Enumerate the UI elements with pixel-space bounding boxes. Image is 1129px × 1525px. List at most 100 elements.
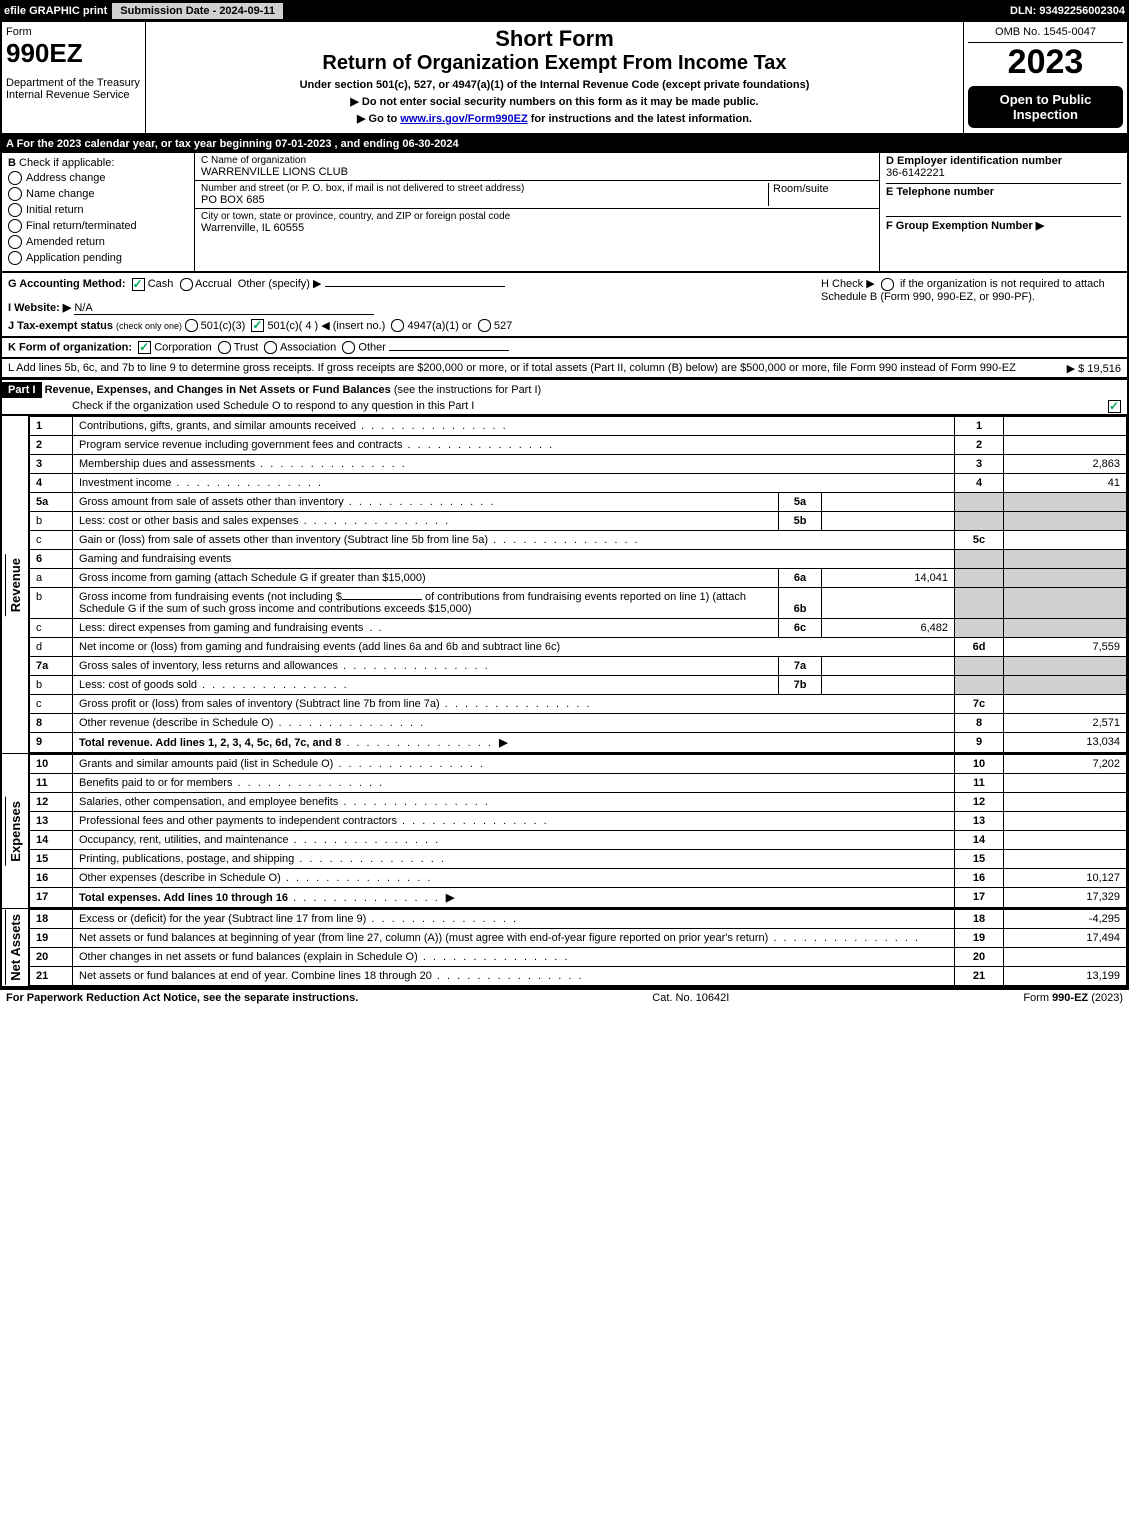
expenses-section: Expenses 10Grants and similar amounts pa… [0,753,1129,908]
line-11: 11Benefits paid to or for members11 [30,774,1127,793]
line-14: 14Occupancy, rent, utilities, and mainte… [30,831,1127,850]
check-name-change[interactable]: Name change [8,187,188,201]
form-org-label: K Form of organization: [8,342,132,354]
check-address-change[interactable]: Address change [8,171,188,185]
cash-label: Cash [148,278,174,290]
org-name-label: C Name of organization [201,155,873,166]
corp-label: Corporation [154,342,211,354]
street-label: Number and street (or P. O. box, if mail… [201,183,768,194]
schedule-b-radio[interactable] [881,278,894,291]
section-l-amount: ▶ $ 19,516 [1067,362,1121,375]
irs-link[interactable]: www.irs.gov/Form990EZ [400,113,527,125]
line-19: 19Net assets or fund balances at beginni… [30,929,1127,948]
instr-1: ▶ Do not enter social security numbers o… [150,95,959,108]
trust-radio[interactable] [218,341,231,354]
tax-year: 2023 [968,43,1123,82]
line-6a: aGross income from gaming (attach Schedu… [30,569,1127,588]
revenue-table: 1Contributions, gifts, grants, and simil… [29,416,1127,753]
part-i-check-text: Check if the organization used Schedule … [72,400,474,412]
tax-exempt-label: J Tax-exempt status [8,320,113,332]
opt-amended: Amended return [26,236,105,248]
section-b-label: B [8,157,16,169]
section-b: B Check if applicable: Address change Na… [2,153,195,271]
accounting-label: G Accounting Method: [8,278,126,290]
website-label: I Website: ▶ [8,302,71,314]
line-7c: cGross profit or (loss) from sales of in… [30,695,1127,714]
line-13: 13Professional fees and other payments t… [30,812,1127,831]
line-6b: bGross income from fundraising events (n… [30,588,1127,619]
street-value: PO BOX 685 [201,194,768,206]
other-specify-field[interactable] [325,286,505,287]
4947-label: 4947(a)(1) or [408,320,472,332]
line-5a: 5aGross amount from sale of assets other… [30,493,1127,512]
expenses-side-label: Expenses [5,797,25,866]
other-org-field[interactable] [389,350,509,351]
revenue-side-label: Revenue [5,554,25,616]
part-i-note: (see the instructions for Part I) [394,384,541,396]
org-name: WARRENVILLE LIONS CLUB [201,166,873,178]
assoc-radio[interactable] [264,341,277,354]
accrual-radio[interactable] [180,278,193,291]
part-i-title: Revenue, Expenses, and Changes in Net As… [45,384,391,396]
city-value: Warrenville, IL 60555 [201,222,873,234]
page-footer: For Paperwork Reduction Act Notice, see … [0,988,1129,1006]
line-1: 1Contributions, gifts, grants, and simil… [30,417,1127,436]
net-assets-table: 18Excess or (deficit) for the year (Subt… [29,909,1127,986]
check-if-label: Check if applicable: [19,157,114,169]
assoc-label: Association [280,342,336,354]
check-amended[interactable]: Amended return [8,235,188,249]
section-k: K Form of organization: Corporation Trus… [0,338,1129,359]
527-radio[interactable] [478,319,491,332]
revenue-section: Revenue 1Contributions, gifts, grants, a… [0,416,1129,753]
form-header: Form 990EZ Department of the Treasury In… [0,22,1129,135]
dln-label: DLN: 93492256002304 [1010,5,1125,17]
opt-initial-return: Initial return [26,204,83,216]
section-c: C Name of organization WARRENVILLE LIONS… [195,153,879,271]
form-word: Form [6,26,141,38]
501c3-label: 501(c)(3) [201,320,246,332]
expenses-table: 10Grants and similar amounts paid (list … [29,754,1127,908]
check-initial-return[interactable]: Initial return [8,203,188,217]
line-7a: 7aGross sales of inventory, less returns… [30,657,1127,676]
section-l: L Add lines 5b, 6c, and 7b to line 9 to … [0,359,1129,379]
accrual-label: Accrual [195,278,232,290]
501c-checkbox[interactable] [251,319,264,332]
form-number: 990EZ [6,38,141,69]
check-final-return[interactable]: Final return/terminated [8,219,188,233]
other-label: Other [358,342,386,354]
opt-pending: Application pending [26,252,122,264]
instr-2-post: for instructions and the latest informat… [528,113,752,125]
ein-label: D Employer identification number [886,155,1062,167]
line-6c: cLess: direct expenses from gaming and f… [30,619,1127,638]
other-radio[interactable] [342,341,355,354]
line-12: 12Salaries, other compensation, and empl… [30,793,1127,812]
opt-final-return: Final return/terminated [26,220,137,232]
omb-number: OMB No. 1545-0047 [968,26,1123,43]
4947-radio[interactable] [391,319,404,332]
section-bcdef: B Check if applicable: Address change Na… [0,153,1129,273]
dept-label: Department of the Treasury Internal Reve… [6,77,141,101]
section-ghij: G Accounting Method: Cash Accrual Other … [0,273,1129,338]
501c3-radio[interactable] [185,319,198,332]
footer-right: Form 990-EZ (2023) [1023,992,1123,1004]
opt-address-change: Address change [26,172,106,184]
line-10: 10Grants and similar amounts paid (list … [30,755,1127,774]
room-suite-label: Room/suite [768,183,873,206]
schedule-o-checkbox[interactable] [1108,400,1121,413]
phone-label: E Telephone number [886,186,994,198]
cash-checkbox[interactable] [132,278,145,291]
section-a: A For the 2023 calendar year, or tax yea… [0,135,1129,153]
ein-value: 36-6142221 [886,167,1121,179]
line-7b: bLess: cost of goods sold7b [30,676,1127,695]
corp-checkbox[interactable] [138,341,151,354]
section-h: H Check ▶ if the organization is not req… [821,277,1121,332]
section-h-text: H Check ▶ [821,278,875,290]
other-specify-label: Other (specify) ▶ [238,278,322,290]
check-pending[interactable]: Application pending [8,251,188,265]
line-8: 8Other revenue (describe in Schedule O)8… [30,714,1127,733]
line-9: 9Total revenue. Add lines 1, 2, 3, 4, 5c… [30,733,1127,753]
header-mid: Short Form Return of Organization Exempt… [146,22,964,133]
footer-mid: Cat. No. 10642I [652,992,729,1004]
line-17: 17Total expenses. Add lines 10 through 1… [30,888,1127,908]
check-only-one: (check only one) [116,321,185,331]
